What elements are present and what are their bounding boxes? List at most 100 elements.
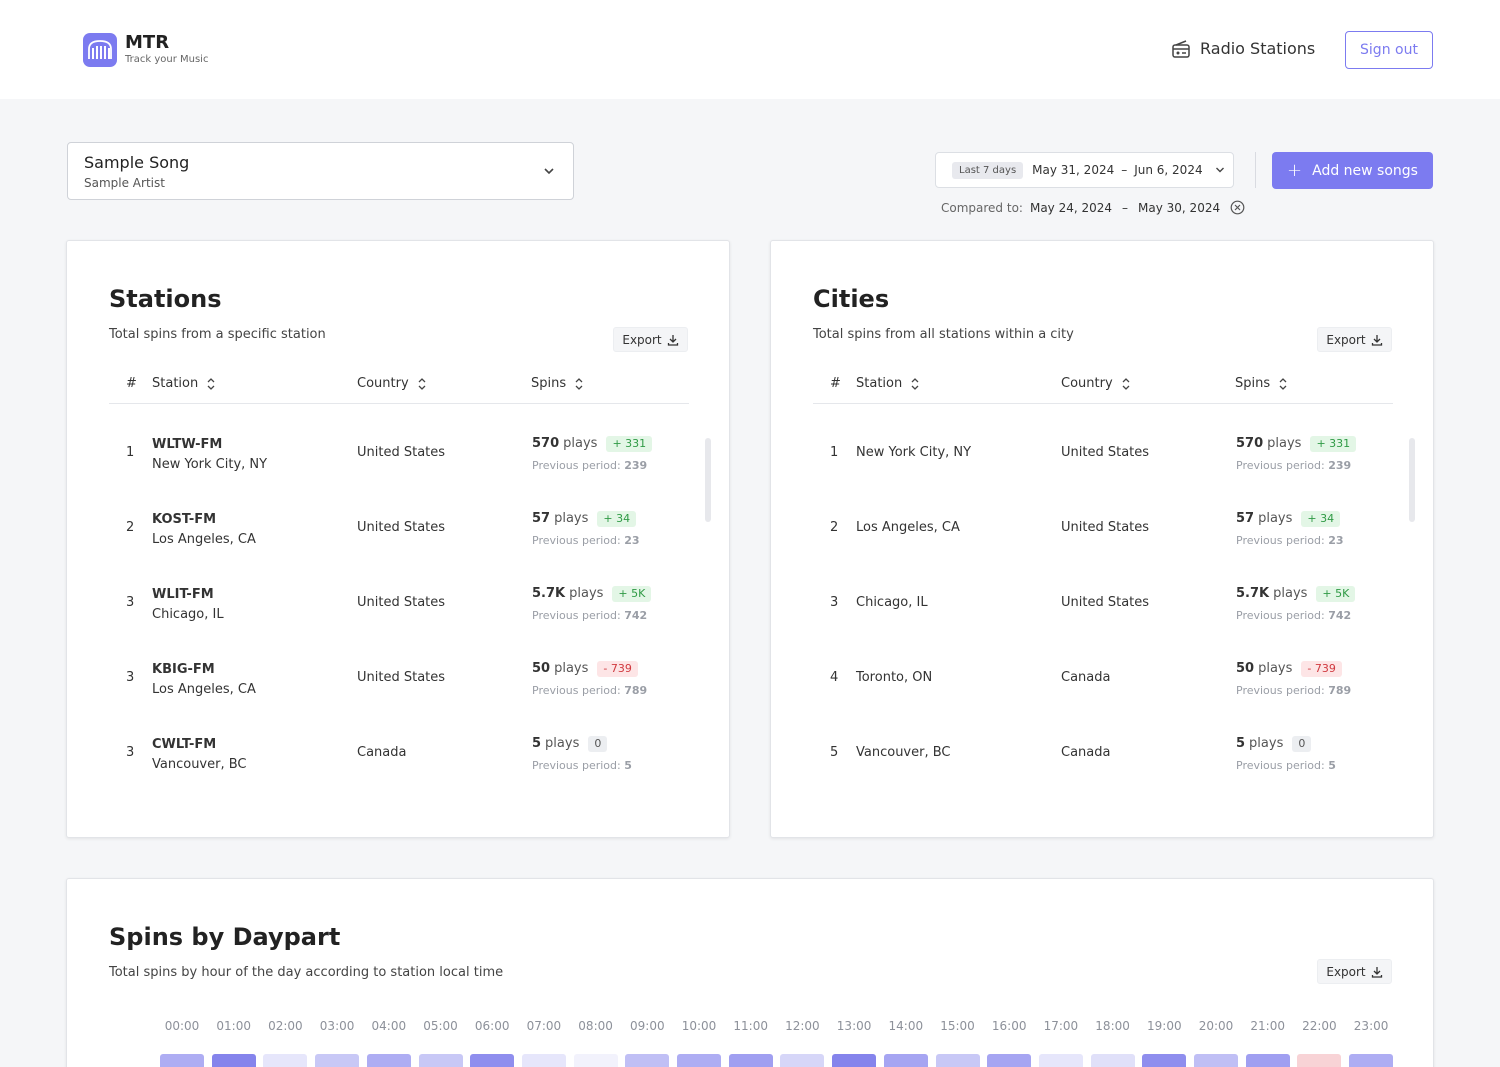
sort-icon [1279, 377, 1287, 390]
table-row[interactable]: 3 WLIT-FM Chicago, IL United States 5.7K p… [109, 575, 669, 635]
heatmap-cell[interactable] [935, 1054, 980, 1067]
delta-badge: + 331 [1310, 436, 1357, 452]
cities-export-button[interactable]: Export [1317, 327, 1392, 352]
heatmap-cell[interactable] [366, 1054, 411, 1067]
heatmap-cell[interactable] [470, 1054, 515, 1067]
city-name: Los Angeles, CA [856, 520, 960, 535]
hour-label: 12:00 [785, 1019, 820, 1033]
row-country: United States [1061, 595, 1150, 610]
plays-count: 5.7K [532, 586, 566, 601]
daypart-export-button[interactable]: Export [1317, 959, 1392, 984]
heatmap-cell[interactable] [315, 1054, 360, 1067]
plays-word: plays [1249, 736, 1284, 751]
row-country: United States [357, 445, 446, 460]
table-row[interactable]: 3 KBIG-FM Los Angeles, CA United States 5… [109, 650, 669, 710]
table-row[interactable]: 5 Vancouver, BC Canada 5 plays 0 Previous … [813, 725, 1373, 785]
row-rank: 1 [126, 445, 135, 460]
col-spins[interactable]: Spins [531, 376, 583, 391]
heatmap-cell[interactable] [883, 1054, 928, 1067]
prev-label: Previous period: [532, 459, 621, 472]
plays-count: 570 [1236, 436, 1264, 451]
heatmap-cell[interactable] [728, 1054, 773, 1067]
add-new-songs-label: Add new songs [1312, 162, 1418, 179]
heatmap-cell[interactable] [1194, 1054, 1238, 1067]
cities-scrollbar[interactable] [1409, 438, 1415, 522]
row-country: United States [1061, 445, 1150, 460]
radio-stations-label: Radio Stations [1200, 39, 1316, 58]
heatmap-cell[interactable] [160, 1054, 204, 1067]
heatmap-cell[interactable] [1297, 1054, 1342, 1067]
range-dash: – [1121, 163, 1128, 177]
table-row[interactable]: 2 KOST-FM Los Angeles, CA United States 5… [109, 500, 669, 560]
song-selector[interactable]: Sample Song Sample Artist [67, 142, 574, 200]
prev-value: 239 [1328, 459, 1352, 472]
heatmap-cell[interactable] [1038, 1054, 1083, 1067]
prev-value: 5 [1328, 759, 1336, 772]
station-name: KOST-FM [152, 512, 217, 527]
cities-subtitle: Total spins from all stations within a c… [813, 327, 1074, 342]
chevron-down-icon [1215, 167, 1224, 173]
date-range-picker[interactable]: Last 7 days May 31, 2024 – Jun 6, 2024 [935, 152, 1234, 188]
plays-word: plays [554, 511, 589, 526]
sort-icon [911, 377, 919, 390]
sign-out-button[interactable]: Sign out [1345, 31, 1433, 69]
radio-stations-link[interactable]: Radio Stations [1171, 39, 1315, 58]
prev-label: Previous period: [532, 759, 621, 772]
prev-value: 23 [1328, 534, 1344, 547]
delta-badge: - 739 [597, 661, 638, 677]
row-country: United States [1061, 520, 1150, 535]
col-station[interactable]: Station [152, 376, 215, 391]
col-station[interactable]: Station [856, 376, 919, 391]
row-rank: 3 [126, 745, 135, 760]
table-row[interactable]: 2 Los Angeles, CA United States 57 plays +… [813, 500, 1373, 560]
heatmap-cell[interactable] [1090, 1054, 1135, 1067]
prev-label: Previous period: [1236, 684, 1325, 697]
delta-badge: 0 [1292, 736, 1312, 752]
heatmap-cell[interactable] [1245, 1054, 1290, 1067]
clear-compare-icon[interactable] [1230, 200, 1245, 215]
table-row[interactable]: 1 WLTW-FM New York City, NY United States… [109, 425, 669, 485]
stations-scrollbar[interactable] [705, 438, 711, 522]
compare-end-date: May 30, 2024 [1138, 200, 1221, 215]
heatmap-cell[interactable] [677, 1054, 721, 1067]
heatmap-cell[interactable] [625, 1054, 670, 1067]
heatmap-cell[interactable] [418, 1054, 463, 1067]
song-artist: Sample Artist [84, 176, 165, 190]
city-name: New York City, NY [856, 445, 972, 460]
hour-label: 14:00 [888, 1019, 924, 1033]
brand-logo[interactable]: MTR Track your Music [83, 33, 208, 67]
col-spins[interactable]: Spins [1235, 376, 1287, 391]
col-rank: # [830, 376, 841, 391]
add-new-songs-button[interactable]: + Add new songs [1272, 152, 1433, 189]
heatmap-cell[interactable] [832, 1054, 877, 1067]
row-rank: 3 [830, 595, 839, 610]
delta-badge: + 331 [606, 436, 653, 452]
plays-count: 5 [532, 736, 542, 751]
heatmap-cell[interactable] [573, 1054, 618, 1067]
range-preset-badge: Last 7 days [952, 161, 1024, 179]
heatmap-cell[interactable] [211, 1054, 256, 1067]
table-row[interactable]: 3 CWLT-FM Vancouver, BC Canada 5 plays 0 Pr… [109, 725, 669, 785]
prev-value: 742 [1328, 609, 1352, 622]
prev-value: 23 [624, 534, 640, 547]
heatmap-cell[interactable] [263, 1054, 308, 1067]
row-country: United States [357, 670, 446, 685]
hour-label: 07:00 [526, 1019, 562, 1033]
heatmap-cell[interactable] [1142, 1054, 1187, 1067]
table-row[interactable]: 4 Toronto, ON Canada 50 plays - 739 Previo… [813, 650, 1373, 710]
hour-label: 10:00 [681, 1019, 717, 1033]
download-icon [1371, 334, 1382, 346]
stations-export-button[interactable]: Export [613, 327, 688, 352]
table-row[interactable]: 3 Chicago, IL United States 5.7K plays + 5… [813, 575, 1373, 635]
plays-count: 57 [1236, 511, 1255, 526]
hour-label: 09:00 [630, 1019, 665, 1033]
col-country[interactable]: Country [357, 376, 426, 391]
col-country[interactable]: Country [1061, 376, 1130, 391]
heatmap-cell[interactable] [521, 1054, 566, 1067]
heatmap-cell[interactable] [780, 1054, 825, 1067]
hour-label: 03:00 [319, 1019, 355, 1033]
heatmap-cell[interactable] [987, 1054, 1032, 1067]
delta-badge: - 739 [1301, 661, 1342, 677]
heatmap-cell[interactable] [1349, 1054, 1394, 1067]
table-row[interactable]: 1 New York City, NY United States 570 pla… [813, 425, 1373, 485]
